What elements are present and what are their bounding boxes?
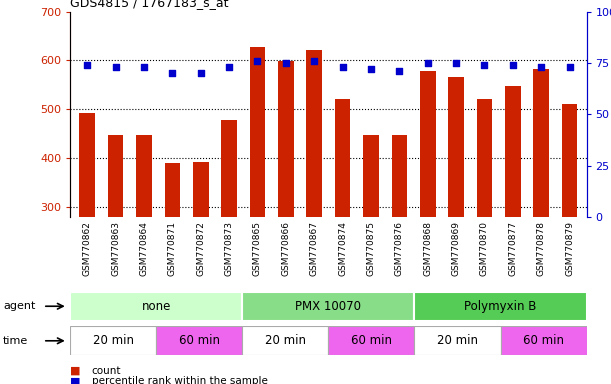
Bar [70,326,156,355]
Point [252,58,262,64]
Point [480,62,489,68]
Bar [164,163,180,354]
Text: 20 min: 20 min [437,334,478,347]
Text: 20 min: 20 min [93,334,134,347]
Text: PMX 10070: PMX 10070 [295,300,362,313]
Text: agent: agent [3,301,35,311]
Text: 60 min: 60 min [179,334,220,347]
Bar [193,162,208,354]
Text: time: time [3,336,28,346]
Point [423,60,433,66]
Bar [335,99,350,354]
Bar [307,50,322,354]
Bar [70,292,243,321]
Point [536,64,546,70]
Bar [505,86,521,354]
Text: Polymyxin B: Polymyxin B [464,300,536,313]
Point [395,68,404,74]
Bar [363,135,379,354]
Text: GSM770875: GSM770875 [367,221,376,276]
Text: GSM770864: GSM770864 [139,221,148,276]
Point [565,64,574,70]
Text: GSM770874: GSM770874 [338,221,347,276]
Point [224,64,234,70]
Point [82,62,92,68]
Bar [477,99,492,354]
Point [366,66,376,72]
Text: GSM770865: GSM770865 [253,221,262,276]
Bar [108,135,123,354]
Bar [136,135,152,354]
Text: GSM770870: GSM770870 [480,221,489,276]
Point [281,60,291,66]
Text: count: count [92,366,121,376]
Text: GDS4815 / 1767183_s_at: GDS4815 / 1767183_s_at [70,0,229,9]
Text: 20 min: 20 min [265,334,306,347]
Text: none: none [142,300,171,313]
Point [451,60,461,66]
Bar [243,292,414,321]
Point [111,64,120,70]
Bar [329,326,414,355]
Bar [243,326,328,355]
Bar [250,47,265,354]
Text: 60 min: 60 min [523,334,564,347]
Bar [420,71,436,354]
Text: percentile rank within the sample: percentile rank within the sample [92,376,268,384]
Text: 60 min: 60 min [351,334,392,347]
Bar [414,292,587,321]
Text: GSM770862: GSM770862 [82,221,92,276]
Text: GSM770876: GSM770876 [395,221,404,276]
Text: ■: ■ [70,366,81,376]
Text: GSM770871: GSM770871 [168,221,177,276]
Bar [414,326,500,355]
Bar [392,135,407,354]
Point [167,70,177,76]
Point [338,64,348,70]
Bar [448,76,464,354]
Text: GSM770866: GSM770866 [281,221,290,276]
Bar [278,61,294,354]
Point [139,64,149,70]
Bar [533,69,549,354]
Bar [221,120,237,354]
Text: GSM770868: GSM770868 [423,221,432,276]
Bar [562,104,577,354]
Bar [156,326,243,355]
Text: GSM770873: GSM770873 [225,221,233,276]
Text: GSM770869: GSM770869 [452,221,461,276]
Point [508,62,518,68]
Point [196,70,206,76]
Text: GSM770878: GSM770878 [536,221,546,276]
Text: GSM770879: GSM770879 [565,221,574,276]
Text: GSM770867: GSM770867 [310,221,319,276]
Text: ■: ■ [70,376,81,384]
Text: GSM770872: GSM770872 [196,221,205,276]
Bar [79,113,95,354]
Point [309,58,319,64]
Text: GSM770863: GSM770863 [111,221,120,276]
Text: GSM770877: GSM770877 [508,221,518,276]
Bar [500,326,587,355]
